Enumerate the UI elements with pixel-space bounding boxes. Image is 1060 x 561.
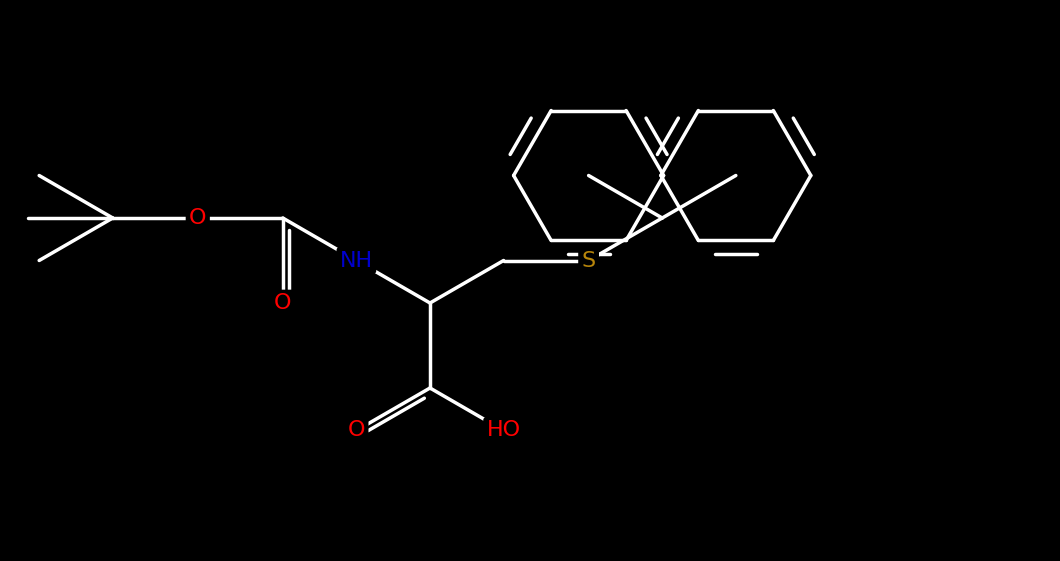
Text: O: O xyxy=(275,293,292,313)
Text: S: S xyxy=(582,251,596,270)
Text: NH: NH xyxy=(340,251,373,270)
Text: O: O xyxy=(348,421,365,440)
Text: HO: HO xyxy=(487,421,520,440)
Text: O: O xyxy=(189,208,207,228)
